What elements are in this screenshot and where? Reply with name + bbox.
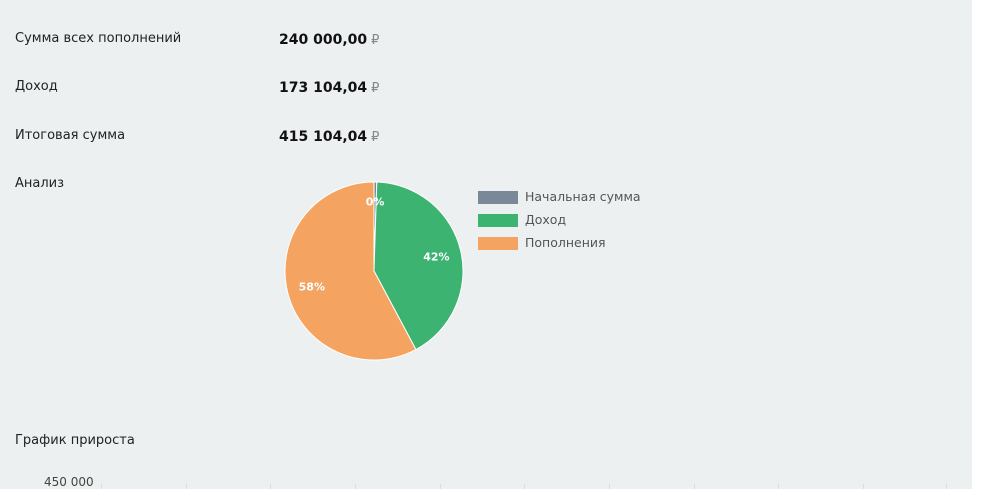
pie-slice-label-0: 0%: [366, 196, 385, 209]
total-deposits-label: Сумма всех пополнений: [15, 31, 182, 46]
pie-slice-1: [373, 181, 464, 351]
legend-label: Начальная сумма: [525, 189, 641, 204]
legend-label: Пополнения: [525, 235, 606, 250]
legend-swatch: [478, 237, 518, 250]
final-sum-value: 415 104,04 ₽: [279, 129, 379, 145]
total-deposits-amount: 240 000,00: [279, 32, 368, 48]
grid-line: [270, 484, 271, 489]
grid-line: [609, 484, 610, 489]
pie-slice-2: [284, 181, 417, 361]
legend-label: Доход: [525, 212, 567, 227]
grid-line: [101, 484, 102, 489]
income-amount: 173 104,04: [279, 80, 368, 96]
ruble-icon: ₽: [371, 33, 380, 48]
grid-line: [694, 484, 695, 489]
income-label: Доход: [15, 79, 58, 94]
ruble-icon: ₽: [371, 130, 380, 145]
total-deposits-value: 240 000,00 ₽: [279, 32, 379, 48]
grid-line: [186, 484, 187, 489]
grid-line: [440, 484, 441, 489]
final-sum-label: Итоговая сумма: [15, 128, 126, 143]
grid-line: [524, 484, 525, 489]
final-sum-amount: 415 104,04: [279, 129, 368, 145]
grid-line: [946, 484, 947, 489]
legend-swatch: [478, 191, 518, 204]
income-value: 173 104,04 ₽: [279, 80, 379, 96]
pie-slice-label-1: 42%: [423, 250, 449, 263]
analysis-title: Анализ: [15, 176, 65, 191]
growth-y-tick-label: 450 000: [44, 475, 94, 489]
growth-chart-title: График прироста: [15, 433, 135, 448]
grid-line: [863, 484, 864, 489]
analysis-pie-chart: 0% 42% 58%: [284, 181, 464, 361]
grid-line: [355, 484, 356, 489]
ruble-icon: ₽: [371, 81, 380, 96]
pie-slice-label-2: 58%: [299, 281, 325, 294]
grid-line: [778, 484, 779, 489]
legend-swatch: [478, 214, 518, 227]
